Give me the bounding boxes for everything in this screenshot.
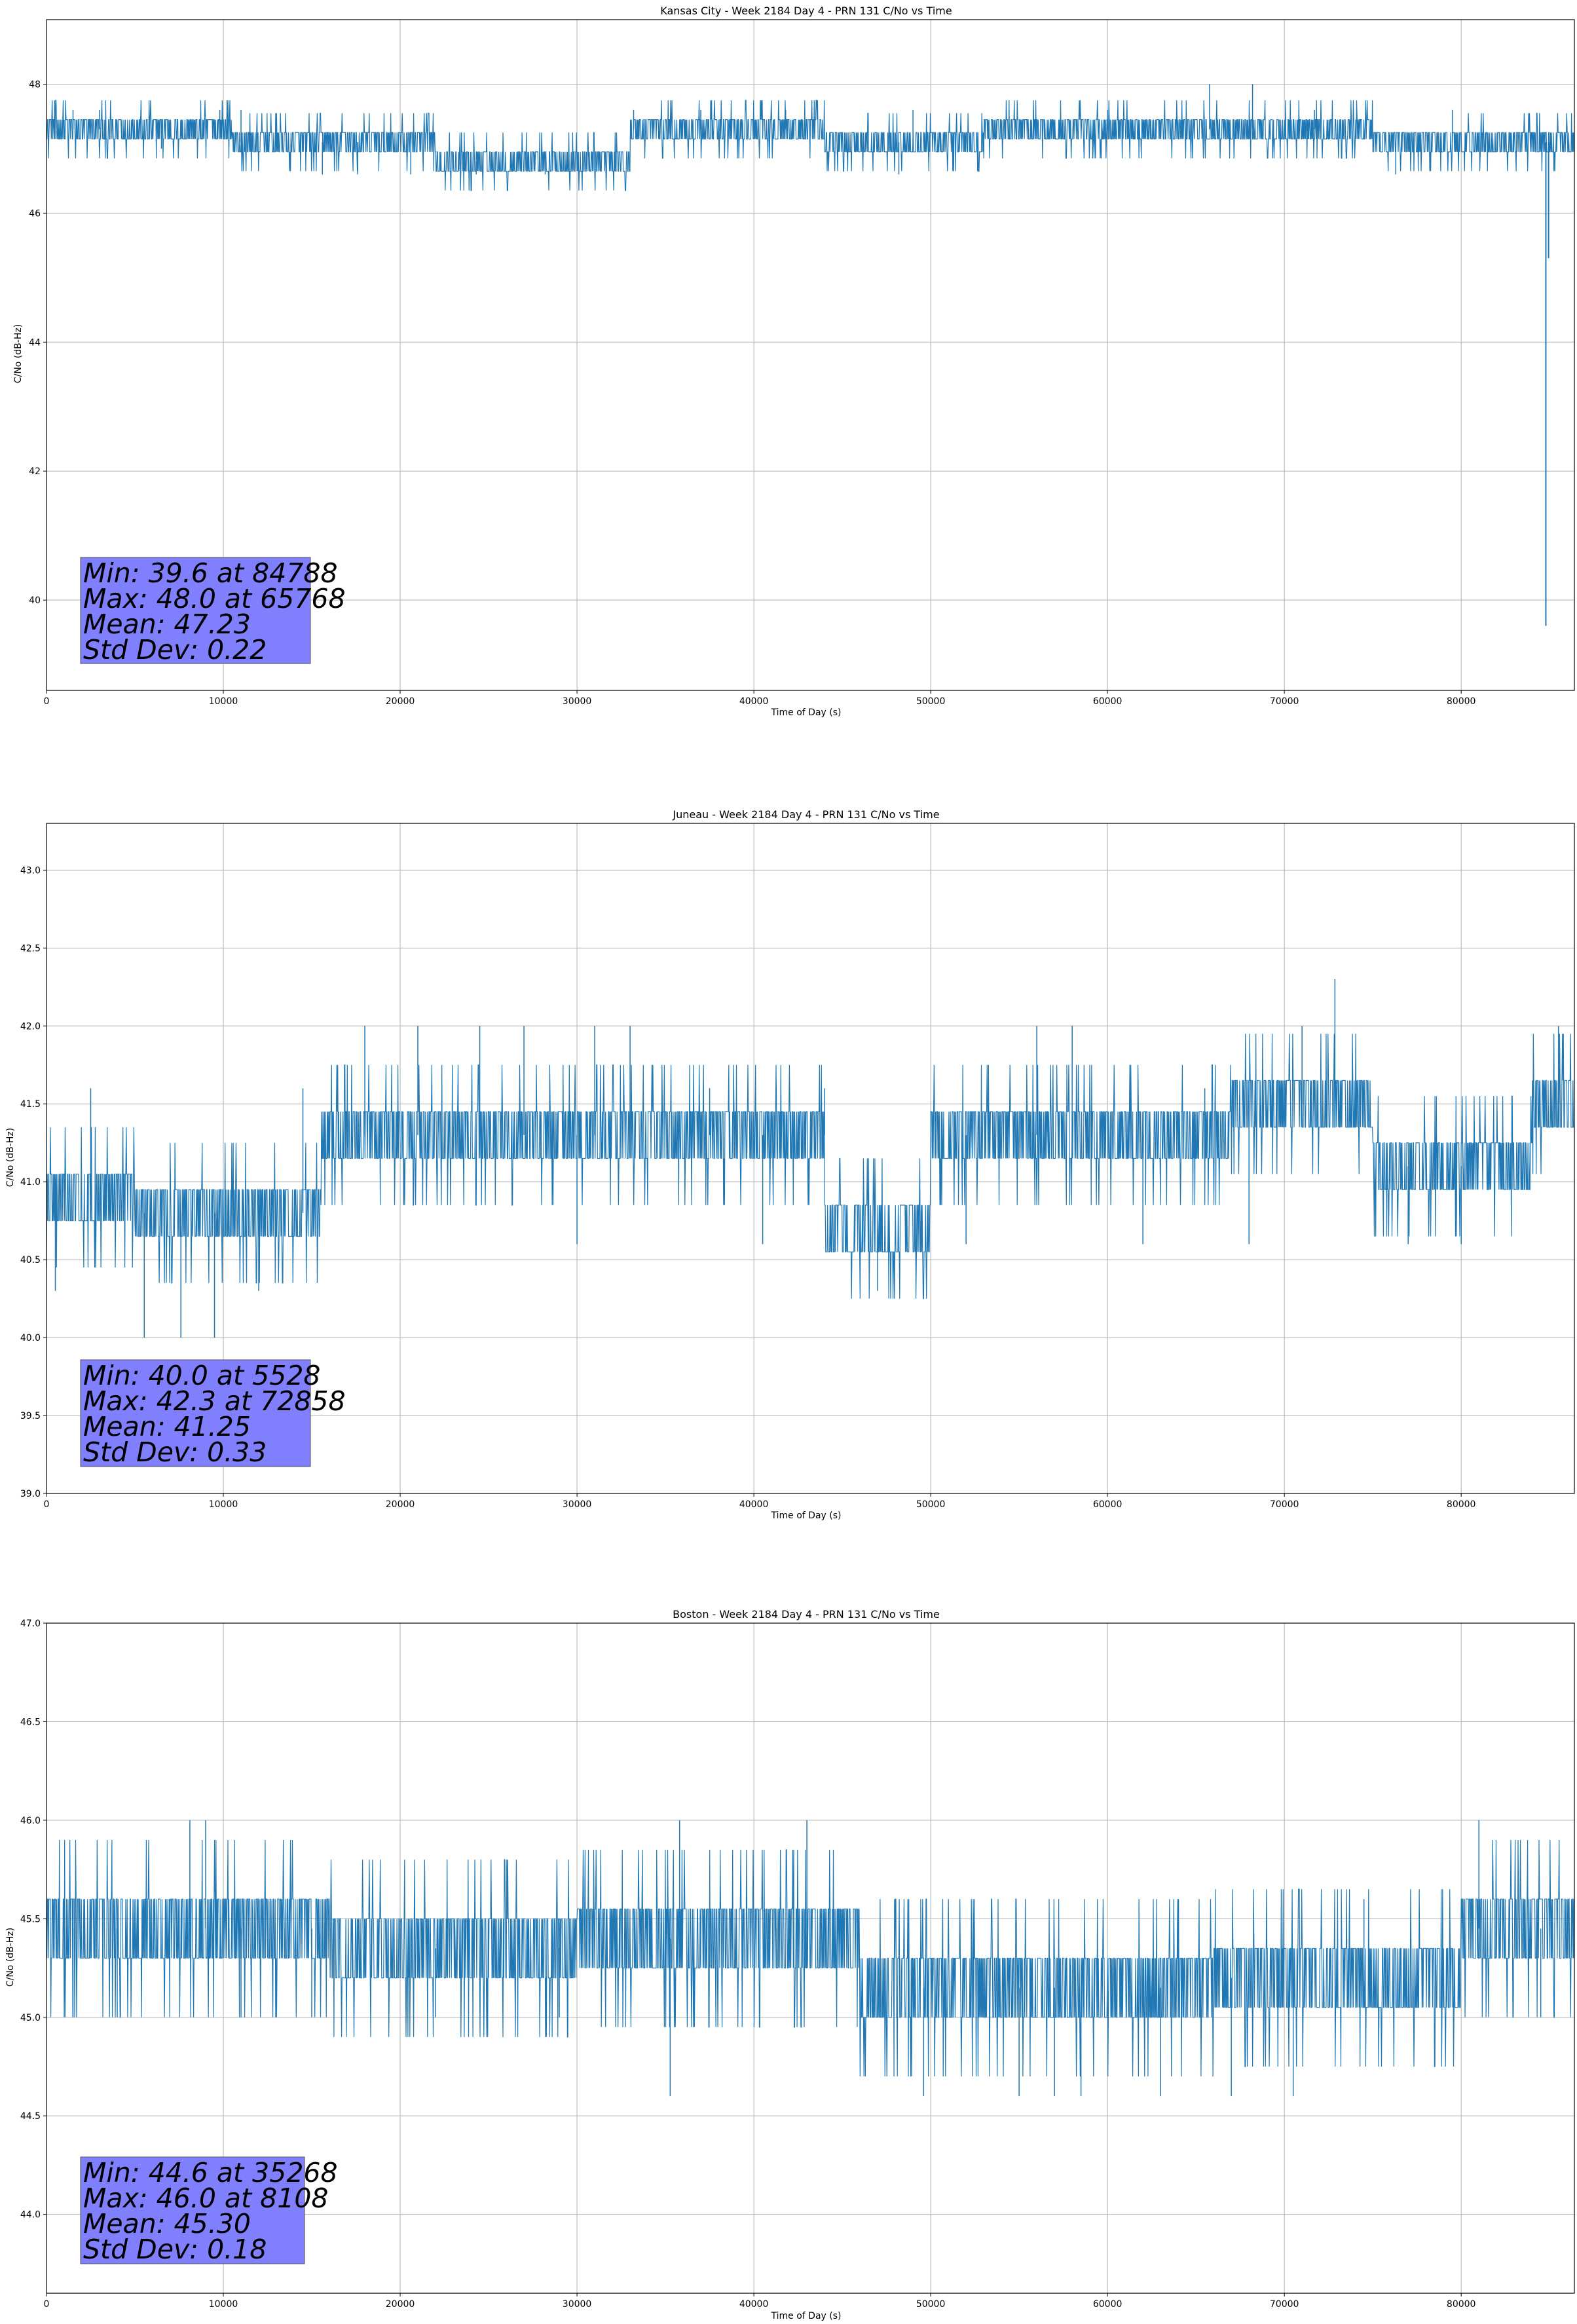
grid bbox=[46, 1622, 1574, 2293]
stats-max: Max: 42.3 at 72858 bbox=[83, 1385, 346, 1417]
stats-box-background bbox=[80, 2156, 305, 2264]
x-tick-label: 30000 bbox=[563, 2299, 592, 2310]
stats-mean: Mean: 45.30 bbox=[83, 2208, 251, 2240]
x-tick-label: 80000 bbox=[1447, 1499, 1476, 1510]
y-tick-label: 47.0 bbox=[20, 1619, 41, 1629]
stats-std-dev: Std Dev: 0.18 bbox=[83, 2234, 267, 2265]
y-tick-label: 46 bbox=[29, 208, 41, 219]
x-tick-label: 50000 bbox=[916, 696, 946, 707]
series-cno bbox=[46, 84, 1575, 626]
y-tick-label: 41.5 bbox=[20, 1099, 41, 1110]
chart-title: Kansas City - Week 2184 Day 4 - PRN 131 … bbox=[660, 5, 952, 17]
stats-box-background bbox=[80, 1359, 311, 1467]
x-tick-label: 70000 bbox=[1270, 2299, 1299, 2310]
y-tick-label: 46.5 bbox=[20, 1717, 41, 1727]
stats-box-background bbox=[80, 557, 311, 664]
y-tick-label: 45.0 bbox=[20, 2013, 41, 2023]
stats-min: Min: 40.0 at 5528 bbox=[83, 1360, 321, 1391]
y-tick-label: 42.0 bbox=[20, 1021, 41, 1032]
x-axis-ticks: 0 10000 20000 30000 40000 50000 60000 70000 8000… bbox=[44, 2293, 1476, 2310]
y-tick-label: 39.0 bbox=[20, 1489, 41, 1499]
stats-max: Max: 48.0 at 65768 bbox=[83, 583, 346, 614]
stats-std-dev: Std Dev: 0.33 bbox=[83, 1436, 267, 1468]
y-tick-label: 46.0 bbox=[20, 1816, 41, 1826]
x-tick-label: 30000 bbox=[563, 696, 592, 707]
x-axis-label: Time of Day (s) bbox=[771, 707, 842, 718]
series-line bbox=[46, 1839, 1575, 2077]
x-tick-label: 60000 bbox=[1093, 2299, 1122, 2310]
y-axis-ticks: 39.0 39.5 40.0 40.5 41.0 41.5 42.0 42.5 43.0 bbox=[20, 865, 46, 1499]
plot-frame bbox=[46, 823, 1575, 1494]
series-line bbox=[46, 1034, 1574, 1300]
y-tick-label: 42.5 bbox=[20, 943, 41, 954]
stats-box: Min: 44.6 at 35268 Max: 46.0 at 8108 Mea… bbox=[80, 2156, 338, 2265]
y-tick-label: 40.5 bbox=[20, 1255, 41, 1265]
x-axis-ticks: 0 10000 20000 30000 40000 50000 60000 70000 8000… bbox=[44, 1493, 1476, 1510]
x-axis-ticks: 0 10000 20000 30000 40000 50000 60000 70000 8000… bbox=[44, 690, 1476, 707]
x-tick-label: 60000 bbox=[1093, 1499, 1122, 1510]
x-tick-label: 10000 bbox=[209, 1499, 238, 1510]
stats-min: Min: 44.6 at 35268 bbox=[83, 2157, 338, 2188]
plot-frame bbox=[46, 19, 1575, 691]
x-tick-label: 40000 bbox=[739, 1499, 769, 1510]
y-tick-label: 39.5 bbox=[20, 1411, 41, 1421]
x-tick-label: 70000 bbox=[1270, 1499, 1299, 1510]
stats-std-dev: Std Dev: 0.22 bbox=[83, 634, 267, 665]
y-axis-label: C/No (dB-Hz) bbox=[13, 324, 24, 383]
x-tick-label: 10000 bbox=[209, 696, 238, 707]
stats-min: Min: 39.6 at 84788 bbox=[83, 557, 338, 589]
stats-box: Min: 39.6 at 84788 Max: 48.0 at 65768 Me… bbox=[80, 557, 346, 665]
x-tick-label: 0 bbox=[44, 2299, 50, 2310]
stats-max: Max: 46.0 at 8108 bbox=[83, 2183, 329, 2214]
x-tick-label: 30000 bbox=[563, 1499, 592, 1510]
y-axis-ticks: 40 42 44 46 48 bbox=[29, 79, 46, 606]
y-tick-label: 40 bbox=[29, 595, 41, 606]
x-tick-label: 0 bbox=[44, 1499, 50, 1510]
y-axis-label: C/No (dB-Hz) bbox=[5, 1128, 16, 1187]
y-tick-label: 44.0 bbox=[20, 2210, 41, 2221]
y-tick-label: 41.0 bbox=[20, 1177, 41, 1188]
x-tick-label: 80000 bbox=[1447, 696, 1476, 707]
x-tick-label: 60000 bbox=[1093, 696, 1122, 707]
x-tick-label: 50000 bbox=[916, 2299, 946, 2310]
plot-frame bbox=[46, 1622, 1575, 2294]
x-tick-label: 20000 bbox=[386, 2299, 415, 2310]
y-tick-label: 42 bbox=[29, 466, 41, 477]
x-tick-label: 10000 bbox=[209, 2299, 238, 2310]
stats-box: Min: 40.0 at 5528 Max: 42.3 at 72858 Mea… bbox=[80, 1359, 346, 1468]
chart-kansas-city: Kansas City - Week 2184 Day 4 - PRN 131 … bbox=[13, 5, 1575, 718]
x-tick-label: 40000 bbox=[739, 696, 769, 707]
x-axis-label: Time of Day (s) bbox=[771, 1510, 842, 1521]
series-cno bbox=[46, 1820, 1575, 2097]
y-tick-label: 44.5 bbox=[20, 2111, 41, 2122]
series-line bbox=[46, 100, 1575, 191]
stats-mean: Mean: 41.25 bbox=[83, 1411, 251, 1442]
x-tick-label: 0 bbox=[44, 696, 50, 707]
series-cno bbox=[46, 979, 1574, 1338]
y-tick-label: 48 bbox=[29, 79, 41, 90]
x-tick-label: 20000 bbox=[386, 696, 415, 707]
y-axis-label: C/No (dB-Hz) bbox=[5, 1928, 16, 1987]
chart-boston: Boston - Week 2184 Day 4 - PRN 131 C/No … bbox=[5, 1608, 1575, 2321]
y-tick-label: 45.5 bbox=[20, 1914, 41, 1924]
chart-title: Boston - Week 2184 Day 4 - PRN 131 C/No … bbox=[673, 1608, 940, 1621]
x-tick-label: 20000 bbox=[386, 1499, 415, 1510]
y-axis-ticks: 44.0 44.5 45.0 45.5 46.0 46.5 47.0 bbox=[20, 1619, 46, 2221]
x-tick-label: 40000 bbox=[739, 2299, 769, 2310]
chart-title: Juneau - Week 2184 Day 4 - PRN 131 C/No … bbox=[672, 808, 939, 821]
stats-mean: Mean: 47.23 bbox=[83, 609, 251, 640]
x-tick-label: 80000 bbox=[1447, 2299, 1476, 2310]
x-axis-label: Time of Day (s) bbox=[771, 2311, 842, 2321]
y-tick-label: 43.0 bbox=[20, 865, 41, 876]
y-tick-label: 44 bbox=[29, 337, 41, 348]
x-tick-label: 70000 bbox=[1270, 696, 1299, 707]
y-tick-label: 40.0 bbox=[20, 1333, 41, 1343]
chart-juneau: Juneau - Week 2184 Day 4 - PRN 131 C/No … bbox=[5, 808, 1575, 1521]
x-tick-label: 50000 bbox=[916, 1499, 946, 1510]
